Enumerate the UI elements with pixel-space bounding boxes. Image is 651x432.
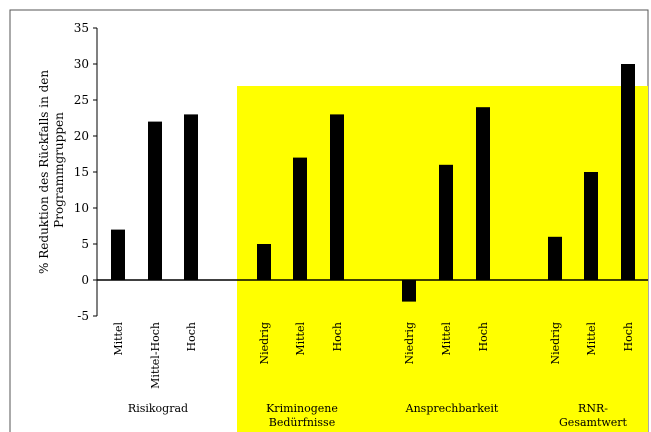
group-label: Ansprechbarkeit [405,402,499,415]
category-label: Hoch [477,322,490,351]
group-label: Risikograd [128,402,188,415]
category-label: Mittel [585,322,598,356]
bar [111,229,125,280]
group-label: RNR-Gesamtwert [559,402,628,429]
y-axis-label-line-2: Programmgruppen [52,112,66,228]
y-tick-label: 20 [74,129,89,143]
bar [293,157,307,280]
category-label: Hoch [185,322,198,351]
bar [476,107,490,280]
category-label: Mittel [112,322,125,356]
y-tick-label: 25 [74,93,89,107]
bar [402,280,416,302]
y-tick-label: 35 [74,21,89,35]
category-label: Niedrig [403,322,416,365]
y-tick-label: 0 [81,273,89,287]
bar [184,114,198,281]
category-label: Mittel [294,322,307,356]
category-label: Mittel-Hoch [149,322,162,389]
category-label: Niedrig [549,322,562,365]
bar [439,164,453,280]
group-label-line: Kriminogene [266,402,338,415]
bar [584,172,598,280]
y-axis-label-line-1: % Reduktion des Rückfalls in den [37,70,51,274]
y-tick-label: 5 [81,237,89,251]
group-label-line: Risikograd [128,402,188,415]
group-label-line: Gesamtwert [559,416,628,429]
category-label: Mittel [440,322,453,356]
y-axis-label: % Reduktion des Rückfalls in den Program… [37,66,66,274]
group-label-line: RNR- [578,402,608,415]
y-tick-label: 30 [74,57,89,71]
group-label-line: Ansprechbarkeit [405,402,499,415]
bar [148,121,162,280]
bar [621,64,635,280]
category-label: Hoch [622,322,635,351]
y-tick-label: -5 [77,309,89,323]
plot-area: -5 0 5 10 15 20 25 30 35 Mittel Mittel-Hoch Hoch Ris… [74,21,648,429]
group-label-line: Bedürfnisse [269,416,335,429]
y-tick-label: 10 [74,201,89,215]
y-tick-label: 15 [74,165,89,179]
bar [257,244,271,280]
category-label: Niedrig [258,322,271,365]
bar [330,114,344,281]
group-label: Kriminogene Bedürfnisse [266,402,338,429]
category-label: Hoch [331,322,344,351]
bar [548,236,562,280]
